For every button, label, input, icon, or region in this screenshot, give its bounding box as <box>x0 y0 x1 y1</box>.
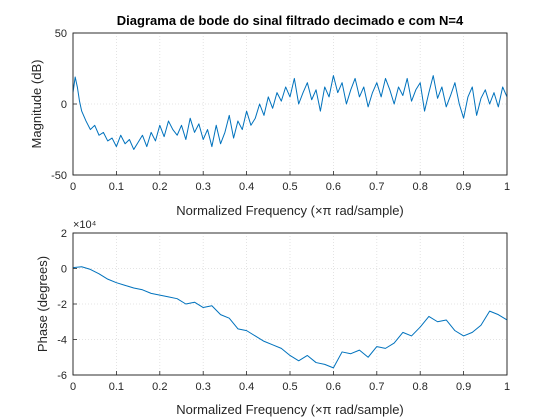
phase-x-tick-label: 0.5 <box>282 381 297 393</box>
magnitude-x-tick-label: 0.2 <box>152 181 167 193</box>
magnitude-y-tick-label: 50 <box>55 28 67 40</box>
magnitude-y-tick-label: 0 <box>61 99 67 111</box>
magnitude-x-tick-label: 0.1 <box>109 181 124 193</box>
phase-x-axis-label: Normalized Frequency (×π rad/sample) <box>176 402 404 417</box>
phase-x-tick-label: 0.8 <box>413 381 428 393</box>
magnitude-y-axis-label: Magnitude (dB) <box>29 60 44 149</box>
magnitude-x-tick-label: 0.8 <box>413 181 428 193</box>
phase-series-line <box>72 266 508 369</box>
phase-x-tick-label: 0.6 <box>326 381 341 393</box>
magnitude-x-tick-label: 0.7 <box>369 181 384 193</box>
magnitude-x-tick-label: 0.4 <box>239 181 254 193</box>
phase-x-tick-label: 1 <box>504 381 510 393</box>
phase-y-tick-label: 0 <box>61 264 67 276</box>
phase-exponent-label: ×10⁴ <box>73 219 97 231</box>
phase-x-tick-label: 0.1 <box>109 381 124 393</box>
phase-x-tick-label: 0.2 <box>152 381 167 393</box>
phase-x-tick-label: 0.7 <box>369 381 384 393</box>
magnitude-x-axis-label: Normalized Frequency (×π rad/sample) <box>176 203 404 218</box>
magnitude-series-line <box>72 75 508 150</box>
magnitude-x-tick-label: 0 <box>70 181 76 193</box>
phase-plot: 0 0.1 0.2 0.3 0.4 0.5 0.6 0.7 0.8 0.9 1 -6 -4 -2 0 2 ×1… <box>35 219 510 417</box>
magnitude-x-tick-label: 0.3 <box>196 181 211 193</box>
phase-x-tick-label: 0.4 <box>239 381 254 393</box>
phase-ticks: 0 0.1 0.2 0.3 0.4 0.5 0.6 0.7 0.8 0.9 1 -6 -4 -2 0 2 <box>57 228 510 393</box>
magnitude-y-tick-label: -50 <box>51 170 67 182</box>
magnitude-x-tick-label: 0.9 <box>456 181 471 193</box>
phase-y-tick-label: 2 <box>61 228 67 240</box>
magnitude-grid <box>73 33 507 175</box>
phase-y-tick-label: -6 <box>57 370 67 382</box>
magnitude-x-tick-label: 0.5 <box>282 181 297 193</box>
phase-y-axis-label: Phase (degrees) <box>35 256 50 352</box>
magnitude-x-tick-label: 0.6 <box>326 181 341 193</box>
magnitude-x-tick-label: 1 <box>504 181 510 193</box>
phase-x-tick-label: 0 <box>70 381 76 393</box>
phase-y-tick-label: -2 <box>57 299 67 311</box>
phase-x-tick-label: 0.3 <box>196 381 211 393</box>
phase-grid <box>73 233 507 375</box>
phase-y-tick-label: -4 <box>57 335 67 347</box>
magnitude-chart-title: Diagrama de bode do sinal filtrado decim… <box>117 13 464 28</box>
phase-x-tick-label: 0.9 <box>456 381 471 393</box>
